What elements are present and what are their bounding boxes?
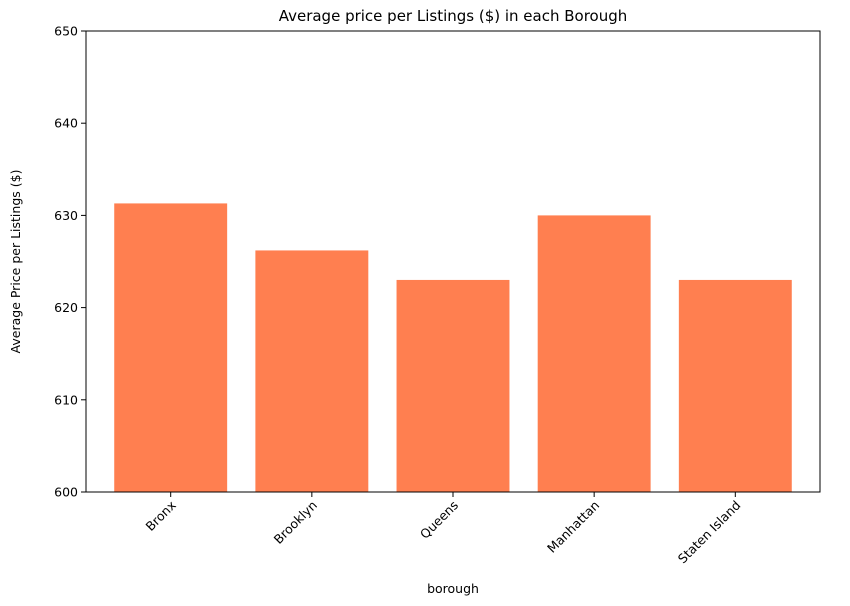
bar-bronx [114, 203, 228, 492]
bar-staten-island [678, 279, 792, 492]
y-axis: 600 610 620 630 640 650 [54, 24, 86, 500]
y-tick-label: 620 [54, 300, 78, 315]
bar-brooklyn [255, 250, 369, 492]
y-tick-label: 630 [54, 208, 78, 223]
x-tick-label: Staten Island [675, 498, 744, 567]
x-axis: Bronx Brooklyn Queens Manhattan Staten Islan… [142, 492, 743, 566]
bar-queens [396, 279, 510, 492]
x-tick-label: Brooklyn [271, 498, 320, 547]
x-tick-label: Queens [417, 498, 461, 542]
bars-group [114, 203, 792, 492]
y-tick-label: 640 [54, 116, 78, 131]
y-tick-label: 600 [54, 485, 78, 500]
plot-frame [85, 30, 821, 493]
x-axis-label: borough [427, 581, 479, 596]
x-tick-label: Manhattan [544, 498, 602, 556]
chart-title: Average price per Listings ($) in each B… [279, 7, 628, 25]
y-tick-label: 650 [54, 24, 78, 39]
x-tick-label: Bronx [142, 498, 178, 534]
y-axis-label: Average Price per Listings ($) [8, 170, 23, 354]
y-tick-label: 610 [54, 392, 78, 407]
bar-manhattan [537, 215, 651, 492]
